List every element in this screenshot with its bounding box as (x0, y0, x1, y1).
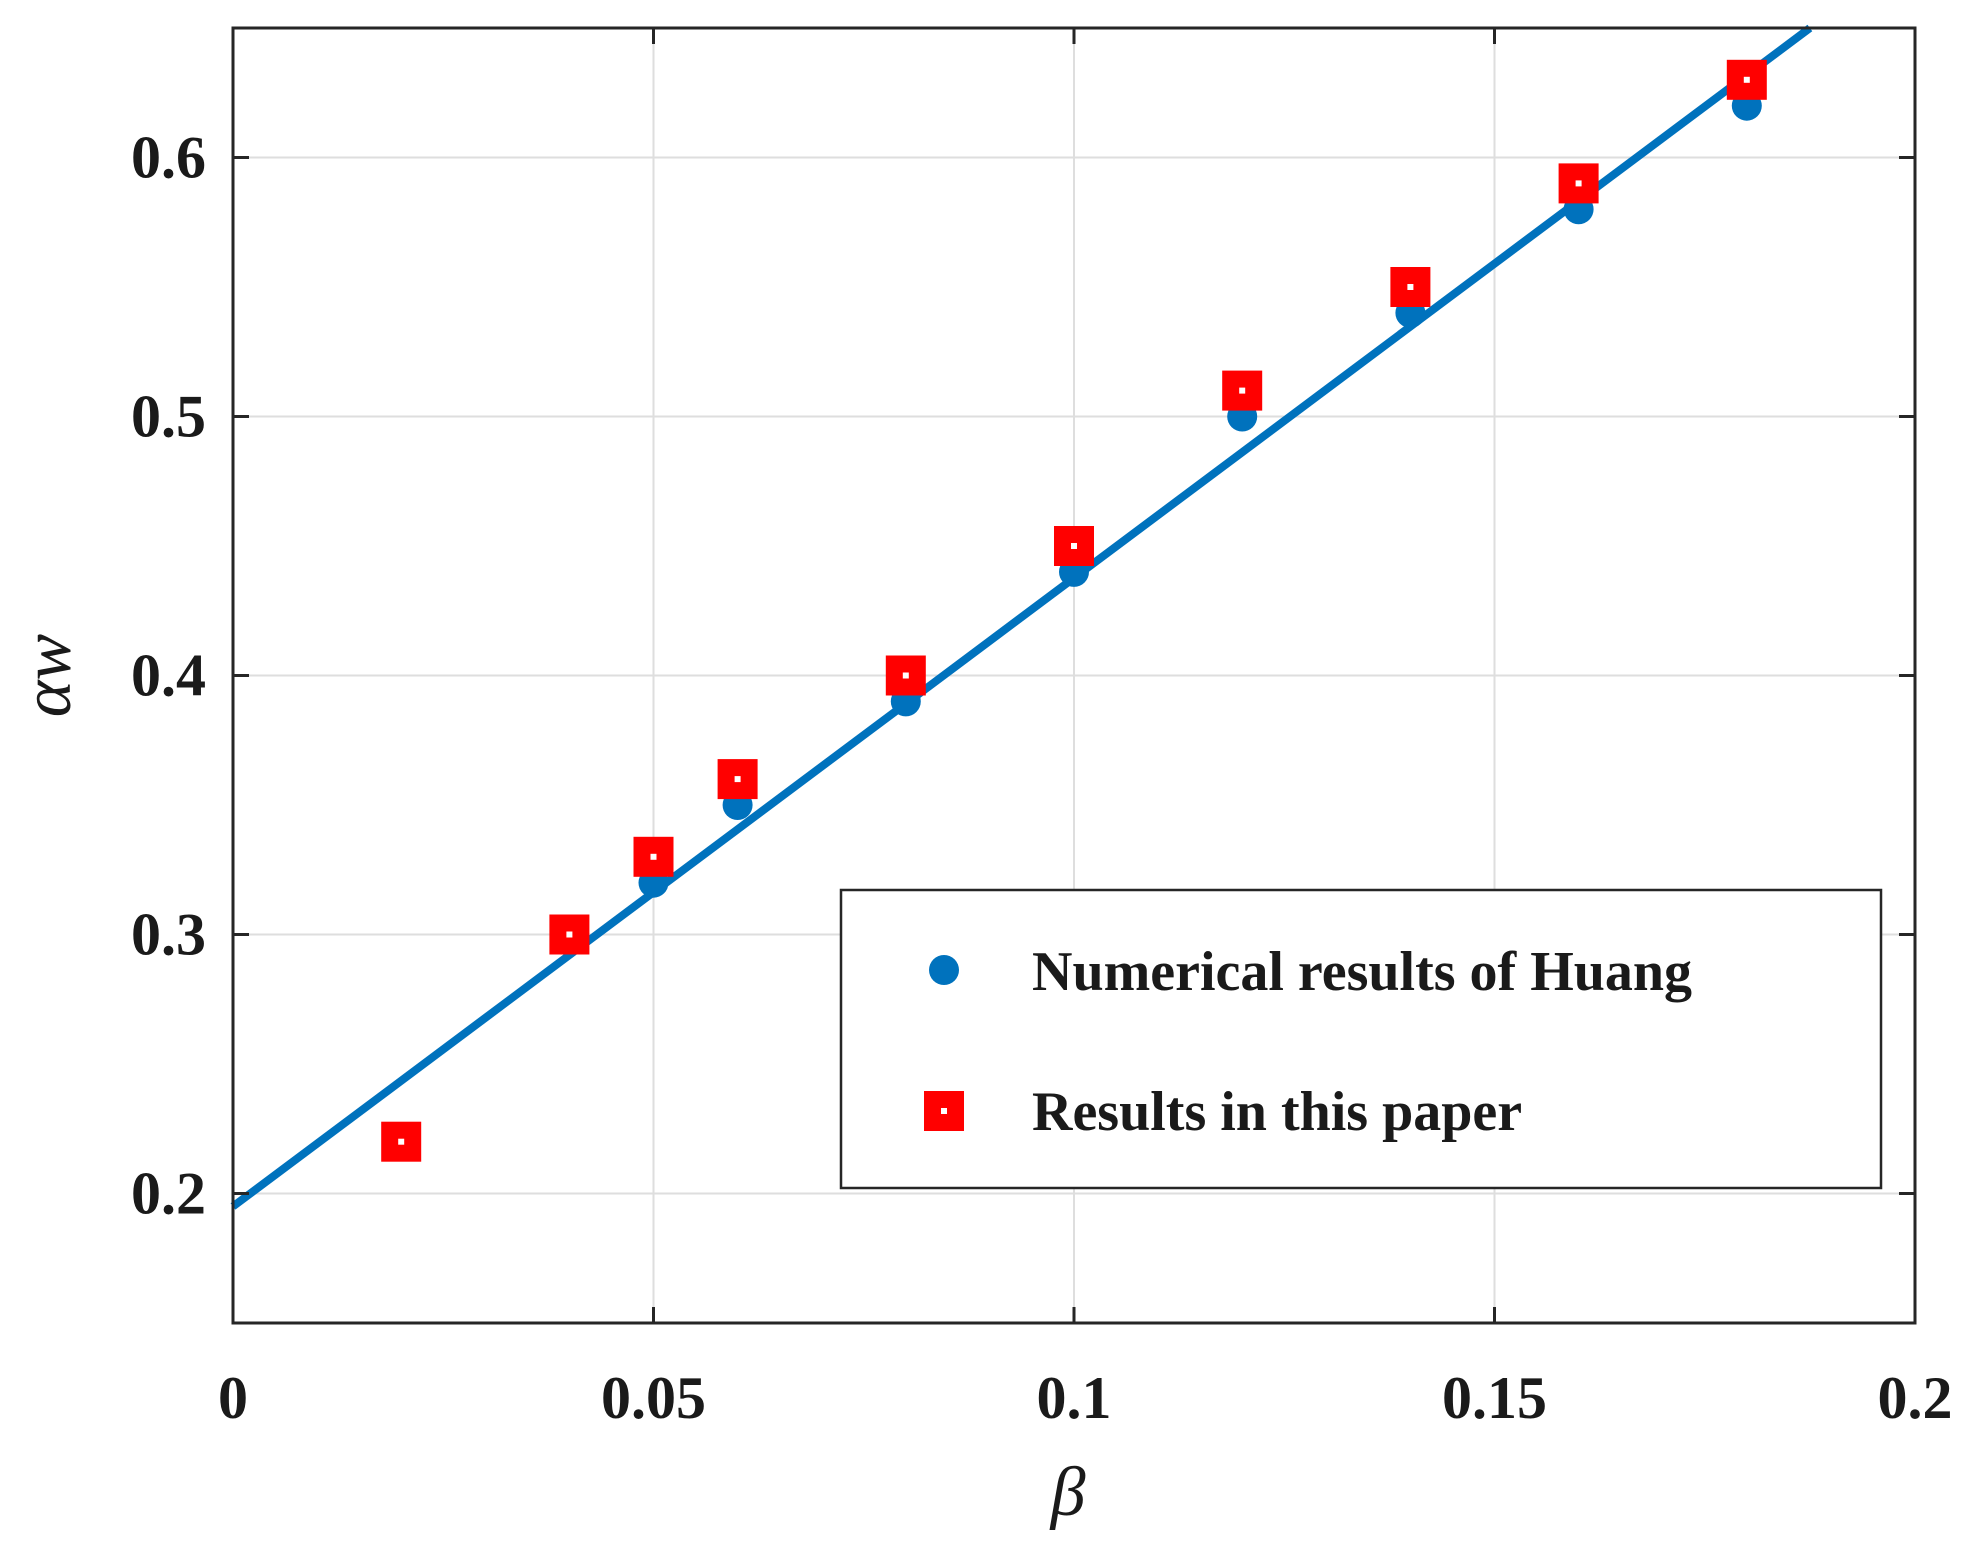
legend: Numerical results of Huang Results in th… (839, 888, 1883, 1190)
point-paper-dot (1743, 76, 1750, 83)
markers (381, 59, 1767, 1162)
y-tick-label: 0.5 (131, 384, 206, 450)
point-paper-dot (734, 776, 741, 783)
point-paper-dot (566, 931, 573, 938)
legend-marker-huang (929, 955, 959, 985)
fit-line-group (230, 24, 1813, 1210)
x-tick-label: 0.2 (1878, 1365, 1953, 1431)
x-tick-label: 0.15 (1442, 1365, 1547, 1431)
y-axis-label: αw (9, 633, 86, 717)
legend-label-huang: Numerical results of Huang (1032, 941, 1692, 1003)
point-paper-dot (650, 853, 657, 860)
legend-label-paper: Results in this paper (1032, 1081, 1522, 1143)
point-paper-dot (1575, 180, 1582, 187)
ticks (231, 28, 1917, 1323)
y-tick-label: 0.6 (131, 125, 206, 191)
point-paper-dot (902, 672, 909, 679)
legend-box (839, 888, 1883, 1190)
tick-labels: 0 0.05 0.1 0.15 0.2 0.2 0.3 0.4 0.5 0.6 (131, 125, 1953, 1432)
y-tick-label: 0.2 (131, 1161, 206, 1227)
point-paper-dot (398, 1138, 405, 1145)
x-tick-label: 0.05 (601, 1365, 706, 1431)
point-paper-dot (1407, 284, 1414, 290)
fit-line (230, 24, 1813, 1210)
legend-marker-paper-dot (941, 1108, 947, 1114)
point-paper-dot (1239, 387, 1246, 394)
x-tick-label: 0.1 (1037, 1365, 1112, 1431)
x-axis-label: β (1049, 1454, 1086, 1531)
y-tick-label: 0.4 (131, 643, 206, 709)
x-tick-label: 0 (218, 1365, 248, 1431)
y-tick-label: 0.3 (131, 902, 206, 968)
point-paper-dot (1071, 543, 1077, 549)
